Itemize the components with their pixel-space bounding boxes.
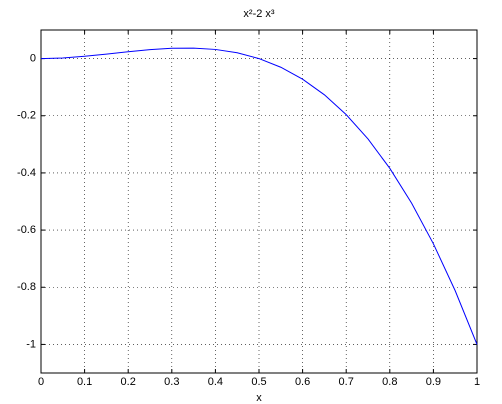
y-tick-label: -0.2 [17, 110, 36, 122]
x-tick-label: 0.7 [339, 376, 354, 388]
x-axis-label: x [256, 392, 262, 404]
y-tick-label: -1 [26, 338, 36, 350]
x-tick-label: 1 [474, 376, 480, 388]
x-tick-label: 0.5 [251, 376, 266, 388]
x-tick-label: 0.4 [208, 376, 223, 388]
y-tick-label: 0 [30, 52, 36, 64]
x-tick-label: 0.6 [295, 376, 310, 388]
x-tick-label: 0 [38, 376, 44, 388]
x-tick-label: 0.2 [121, 376, 136, 388]
y-tick-label: -0.8 [17, 281, 36, 293]
chart-title: x²-2 x³ [243, 8, 275, 20]
y-tick-label: -0.4 [17, 167, 36, 179]
x-tick-label: 0.1 [77, 376, 92, 388]
x-tick-label: 0.9 [426, 376, 441, 388]
y-tick-label: -0.6 [17, 224, 36, 236]
plot-frame [40, 29, 478, 374]
x-tick-label: 0.3 [164, 376, 179, 388]
line [40, 47, 478, 345]
x-tick-label: 0.8 [382, 376, 397, 388]
